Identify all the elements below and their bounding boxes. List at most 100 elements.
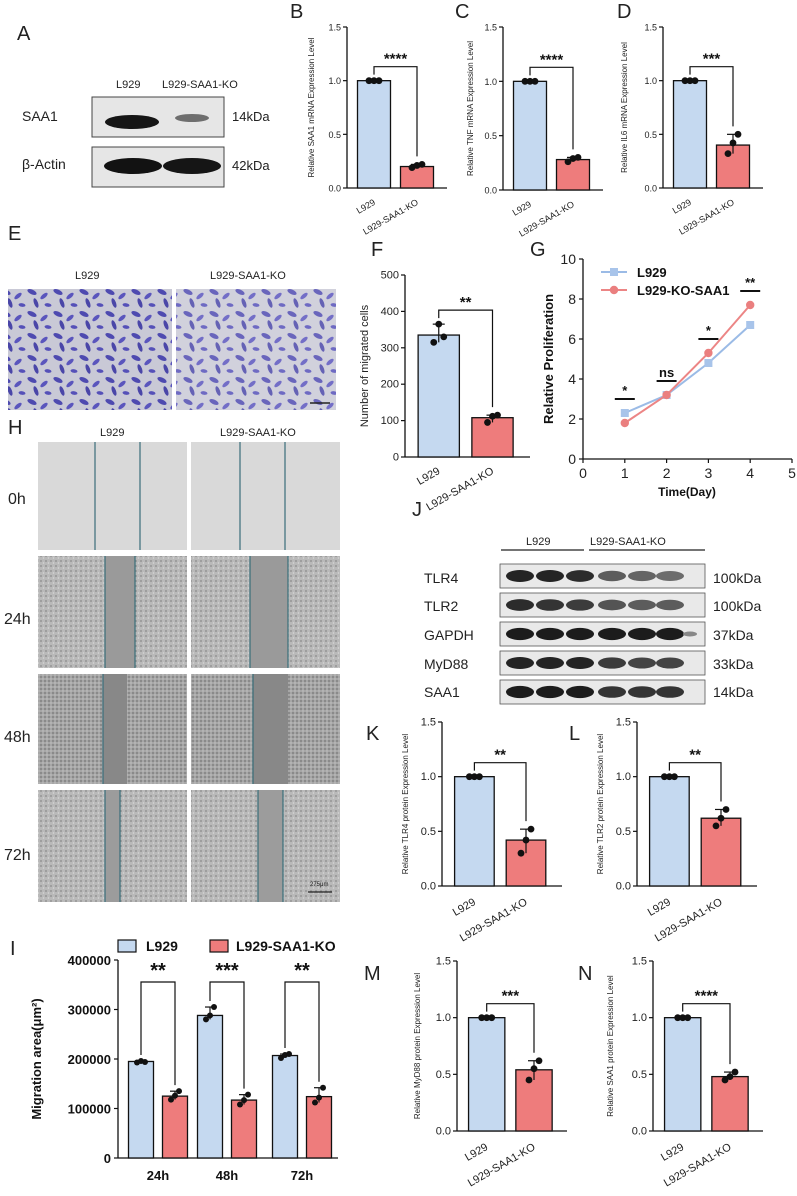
panel-label-a: A <box>17 23 31 45</box>
significance-label: ** <box>294 960 310 982</box>
y-tick-label: 0.5 <box>328 130 341 140</box>
data-point <box>494 411 501 419</box>
data-point <box>471 773 478 781</box>
significance-bracket <box>209 981 245 1089</box>
blot-j-band <box>566 627 594 641</box>
x-tick-label: 0 <box>579 465 587 481</box>
chart-n: 0.00.51.01.5L929L929-SAA1-KO****Relative… <box>606 956 763 1190</box>
data-point <box>245 1091 251 1098</box>
data-point <box>674 1014 682 1022</box>
data-point <box>168 1096 174 1103</box>
data-point <box>375 77 383 85</box>
data-point <box>430 338 438 346</box>
x-tick-label: L929 <box>355 197 377 216</box>
blot-j-band <box>598 627 626 641</box>
data-point <box>316 1094 322 1101</box>
legend-label-l929: L929 <box>637 265 667 280</box>
series-point <box>620 418 629 428</box>
y-axis-label: Migration area(μm²) <box>29 998 44 1119</box>
significance-label: **** <box>540 51 564 68</box>
legend-marker-ko <box>609 285 619 295</box>
x-tick-label: 4 <box>746 465 754 481</box>
x-tick-label: 3 <box>705 465 713 481</box>
blot-j-band <box>628 570 656 582</box>
chart-m: 0.00.51.01.5L929L929-SAA1-KO***Relative … <box>413 956 567 1190</box>
y-tick-label: 1.0 <box>632 1012 647 1024</box>
data-point <box>726 1073 734 1080</box>
significance-bracket <box>689 66 734 127</box>
data-point <box>574 154 582 161</box>
x-tick-label: L929 <box>463 1141 490 1164</box>
bar-l929 <box>672 80 708 189</box>
bar-l929 <box>648 776 690 887</box>
data-point <box>731 1068 739 1076</box>
data-point <box>679 1014 687 1022</box>
x-tick-label: L929 <box>451 896 478 919</box>
y-tick-label: 400 <box>381 306 399 318</box>
y-tick-label: 1.5 <box>328 23 341 33</box>
x-tick-label: L929 <box>671 197 693 216</box>
data-point <box>418 160 426 168</box>
y-tick-label: 1.0 <box>328 76 341 86</box>
blot-j-kda-tlr4: 100kDa <box>713 570 761 586</box>
y-tick-label: 4 <box>568 371 576 387</box>
y-tick-label: 0 <box>393 452 399 464</box>
y-tick-label: 8 <box>568 291 576 307</box>
wound-image-ko-0h <box>191 442 340 550</box>
y-tick-label: 100000 <box>68 1102 111 1117</box>
significance-label: * <box>622 383 628 398</box>
y-axis-label: Relative Proliferation <box>541 294 556 424</box>
chart-c: 0.00.51.01.5L929L929-SAA1-KO****Relative… <box>466 23 603 239</box>
blot-j-bands <box>499 563 706 705</box>
y-tick-label: 0 <box>568 451 576 467</box>
blot-j-group-label-l929: L929 <box>526 536 550 548</box>
significance-label: **** <box>384 51 408 68</box>
blot-j-band <box>506 599 534 611</box>
y-axis-label: Relative TLR2 protein Expression Level <box>596 734 605 875</box>
wound-gap <box>258 790 283 902</box>
significance-bracket <box>438 309 494 408</box>
wound-time-72h: 72h <box>4 847 31 864</box>
significance-label: **** <box>695 988 719 1005</box>
significance-label: *** <box>502 988 520 1005</box>
blot-a-protein-actin: β-Actin <box>22 156 66 172</box>
data-point <box>521 77 529 85</box>
blot-j-band <box>566 657 594 669</box>
data-point <box>172 1092 178 1099</box>
data-point <box>484 419 491 426</box>
blot-j-band <box>598 570 626 582</box>
data-point <box>476 773 483 781</box>
y-tick-label: 400000 <box>68 953 111 968</box>
y-tick-label: 300 <box>381 342 399 354</box>
bar-ko <box>711 1075 749 1132</box>
y-tick-label: 0.0 <box>632 1126 647 1138</box>
panel-label-l: L <box>569 723 580 745</box>
significance-bracket <box>486 1003 535 1053</box>
data-point <box>142 1058 148 1065</box>
significance-bracket <box>284 981 320 1082</box>
panel-label-d: D <box>617 1 631 23</box>
y-tick-label: 0.0 <box>484 186 497 196</box>
bar-l929 <box>196 1014 224 1159</box>
y-tick-label: 300000 <box>68 1003 111 1018</box>
blot-j-band <box>536 657 564 669</box>
data-point <box>666 773 673 781</box>
blot-j-band <box>536 627 564 641</box>
wound-time-0h: 0h <box>8 491 26 508</box>
blot-j-band <box>598 657 626 669</box>
data-point <box>564 158 572 166</box>
x-tick-label: L929 <box>646 896 673 919</box>
y-tick-label: 0.5 <box>421 826 436 838</box>
blot-j-band <box>683 631 697 637</box>
blot-j-band <box>566 599 594 611</box>
series-point <box>704 348 713 358</box>
x-tick-label: L929 <box>659 1141 686 1164</box>
y-tick-label: 200 <box>381 379 399 391</box>
chart-b: 0.00.51.01.5L929L929-SAA1-KO****Relative… <box>307 23 447 237</box>
y-tick-label: 1.5 <box>421 717 436 729</box>
blot-j-band <box>506 657 534 669</box>
legend-swatch-l929 <box>117 939 137 953</box>
y-axis-label: Number of migrated cells <box>359 304 371 427</box>
bar-l929 <box>453 776 495 887</box>
